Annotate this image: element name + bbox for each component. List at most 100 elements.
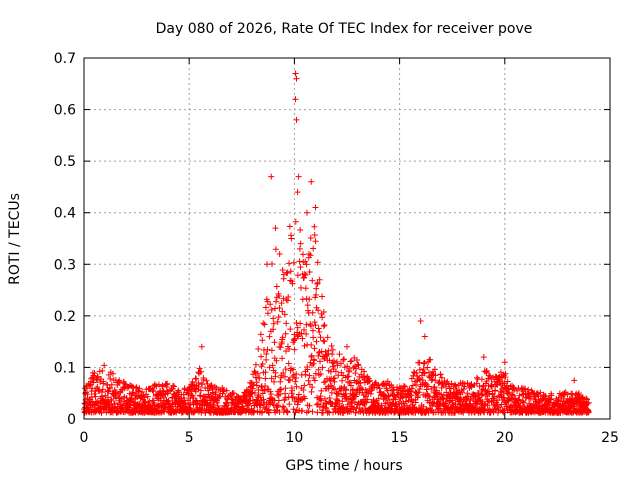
data-point xyxy=(311,357,318,364)
data-point xyxy=(261,321,268,328)
data-point xyxy=(84,405,91,412)
data-point xyxy=(340,404,347,411)
data-point xyxy=(108,381,115,388)
data-points xyxy=(81,70,592,416)
data-point xyxy=(278,300,285,307)
data-point xyxy=(297,226,304,233)
data-point xyxy=(259,408,266,415)
data-point xyxy=(352,370,359,377)
data-point xyxy=(344,343,350,350)
data-point xyxy=(297,320,304,327)
data-point xyxy=(301,395,308,402)
data-point xyxy=(127,382,134,389)
data-point xyxy=(516,392,523,399)
data-point xyxy=(114,403,121,410)
data-point xyxy=(286,346,293,353)
data-point xyxy=(296,258,303,265)
data-point xyxy=(270,320,277,327)
data-point xyxy=(503,382,510,389)
data-point xyxy=(505,390,512,397)
data-point xyxy=(319,293,326,300)
data-point xyxy=(249,385,256,392)
data-point xyxy=(257,331,264,338)
data-point xyxy=(271,378,278,385)
data-point xyxy=(280,369,287,376)
data-point xyxy=(353,393,360,400)
data-point xyxy=(301,382,308,389)
data-point xyxy=(460,386,467,393)
data-point xyxy=(230,390,237,397)
data-point xyxy=(94,398,101,405)
data-point xyxy=(468,380,475,387)
data-point xyxy=(192,375,199,382)
data-point xyxy=(168,403,175,410)
data-point xyxy=(92,393,99,400)
data-point xyxy=(268,375,275,382)
data-point xyxy=(421,333,428,340)
x-tick-label: 0 xyxy=(80,430,89,446)
data-point xyxy=(280,295,287,302)
data-point xyxy=(289,387,296,394)
data-point xyxy=(297,240,304,247)
data-point xyxy=(414,394,421,401)
data-point xyxy=(501,394,508,401)
data-point xyxy=(431,384,438,391)
data-point xyxy=(338,405,345,412)
data-point xyxy=(336,351,343,358)
data-point xyxy=(164,380,171,387)
data-point xyxy=(583,395,590,402)
data-point xyxy=(295,173,302,180)
data-point xyxy=(411,378,418,385)
data-point xyxy=(473,374,480,381)
data-point xyxy=(341,356,348,363)
data-point xyxy=(316,328,323,335)
x-tick-label: 10 xyxy=(285,430,303,446)
data-point xyxy=(285,294,292,301)
data-point xyxy=(500,409,507,416)
data-point xyxy=(288,390,295,397)
data-point xyxy=(365,390,372,397)
data-point xyxy=(571,377,578,384)
data-point xyxy=(413,381,420,388)
data-point xyxy=(151,382,158,389)
data-point xyxy=(293,383,300,390)
data-point xyxy=(470,404,477,411)
x-tick-label: 15 xyxy=(391,430,409,446)
data-point xyxy=(223,387,230,394)
data-point xyxy=(195,383,202,390)
y-tick-label: 0.7 xyxy=(54,51,76,67)
data-point xyxy=(250,381,257,388)
data-point xyxy=(511,386,518,393)
data-point xyxy=(263,350,270,357)
data-point xyxy=(314,259,321,266)
data-point xyxy=(306,402,313,409)
data-point xyxy=(197,387,204,394)
data-point xyxy=(198,343,205,350)
data-point xyxy=(575,390,582,397)
data-point xyxy=(310,374,317,381)
data-point xyxy=(193,401,200,408)
data-point xyxy=(99,386,106,393)
data-point xyxy=(292,96,299,103)
data-point xyxy=(306,296,313,303)
data-point xyxy=(318,387,325,394)
data-point xyxy=(344,373,351,380)
data-point xyxy=(366,377,373,384)
data-point xyxy=(313,285,320,292)
data-point xyxy=(307,323,314,330)
data-point xyxy=(94,383,101,390)
y-tick-labels: 0 0.1 0.2 0.3 0.4 0.5 0.6 0.7 xyxy=(54,51,76,428)
data-point xyxy=(281,311,288,318)
data-point xyxy=(324,334,331,341)
data-point xyxy=(262,369,269,376)
data-point xyxy=(316,276,323,283)
data-point xyxy=(583,396,590,403)
data-point xyxy=(278,386,285,393)
x-tick-label: 25 xyxy=(601,430,619,446)
data-point xyxy=(340,356,347,363)
data-point xyxy=(91,370,98,377)
data-point xyxy=(537,389,544,396)
data-point xyxy=(520,399,527,406)
data-point xyxy=(312,204,319,211)
data-point xyxy=(252,361,259,368)
